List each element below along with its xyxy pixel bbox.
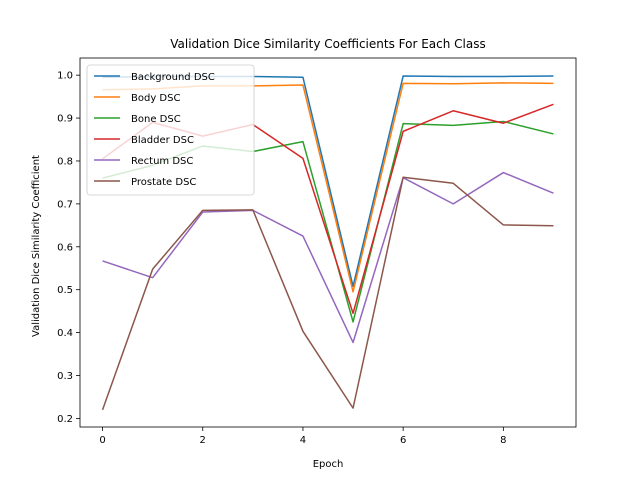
legend-box — [86, 64, 255, 196]
y-tick-label: 0.4 — [57, 328, 73, 339]
y-tick-label: 0.5 — [57, 285, 73, 296]
legend: Background DSC Body DSC Bone DSC Bladder DS… — [86, 64, 255, 196]
y-tick-label: 0.9 — [57, 114, 73, 125]
plot-frame — [79, 57, 577, 428]
series-line-rectum-dsc — [102, 171, 554, 344]
legend-label: Background DSC — [131, 72, 215, 83]
y-axis-title: Validation Dice Similarity Coefficient — [31, 155, 42, 337]
y-tick-label: 0.8 — [57, 156, 73, 167]
legend-label: Prostate DSC — [131, 177, 196, 188]
x-tick-label: 2 — [200, 435, 206, 446]
x-tick-label: 0 — [99, 435, 105, 446]
x-tick-label: 4 — [300, 435, 306, 446]
legend-label: Rectum DSC — [131, 156, 193, 167]
x-tick-label: 8 — [500, 435, 506, 446]
series-line-prostate-dsc — [101, 176, 554, 411]
y-tick-label: 0.3 — [57, 371, 73, 382]
axes: 0 2 4 6 8 0.2 0.3 0.4 0.5 0.6 0.7 0.8 0.9 1.0 — [57, 57, 577, 446]
y-tick-label: 0.2 — [57, 414, 73, 425]
chart-title: Validation Dice Similarity Coefficients … — [170, 37, 485, 51]
legend-label: Bladder DSC — [131, 135, 194, 146]
x-tick-label: 6 — [400, 435, 406, 446]
legend-label: Body DSC — [131, 93, 180, 104]
y-tick-label: 0.7 — [57, 199, 73, 210]
y-tick-label: 1.0 — [57, 71, 73, 82]
legend-label: Bone DSC — [131, 114, 181, 125]
y-tick-label: 0.6 — [57, 242, 73, 253]
x-axis-title: Epoch — [313, 459, 344, 470]
